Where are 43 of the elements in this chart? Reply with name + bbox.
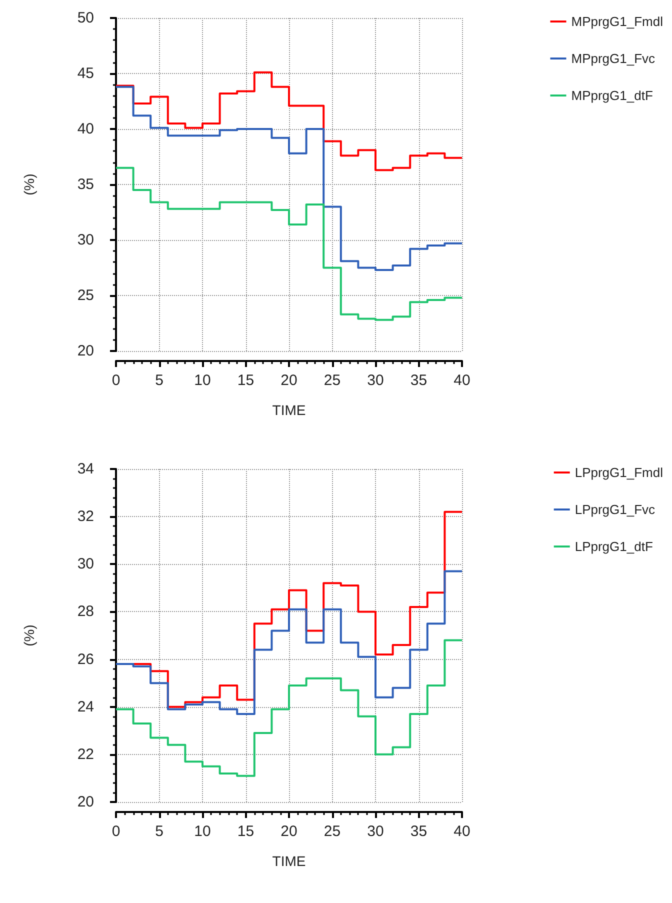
x-tick-label: 35 bbox=[410, 823, 428, 840]
x-tick-label: 10 bbox=[194, 372, 211, 389]
x-tick-label: 40 bbox=[454, 372, 470, 389]
y-tick-label: 35 bbox=[77, 176, 94, 193]
x-tick-label: 0 bbox=[112, 823, 120, 840]
x-tick-label: 0 bbox=[112, 372, 120, 389]
x-tick-label: 30 bbox=[367, 823, 384, 840]
y-tick-label: 28 bbox=[77, 603, 94, 620]
x-tick-label: 5 bbox=[155, 823, 164, 840]
legend-label: LPprgG1_Fmdl bbox=[574, 465, 664, 480]
x-axis-title: TIME bbox=[272, 853, 306, 869]
y-tick-label: 32 bbox=[77, 508, 94, 526]
x-tick-label: 25 bbox=[324, 372, 341, 389]
legend-label: MPprgG1_Fmdl bbox=[571, 14, 664, 29]
x-tick-label: 15 bbox=[237, 823, 254, 840]
y-axis-title: (%) bbox=[21, 624, 37, 646]
x-tick-label: 10 bbox=[194, 823, 211, 840]
x-tick-label: 25 bbox=[324, 823, 341, 840]
x-tick-label: 35 bbox=[410, 372, 428, 389]
y-tick-label: 24 bbox=[77, 698, 94, 716]
x-tick-label: 15 bbox=[237, 372, 254, 389]
legend-label: MPprgG1_dtF bbox=[571, 88, 653, 103]
y-tick-label: 50 bbox=[77, 10, 94, 26]
y-tick-label: 30 bbox=[77, 232, 94, 248]
x-tick-label: 30 bbox=[367, 372, 384, 389]
y-tick-label: 34 bbox=[77, 460, 94, 478]
y-tick-label: 26 bbox=[77, 650, 94, 668]
y-tick-label: 30 bbox=[77, 556, 94, 573]
legend-label: LPprgG1_dtF bbox=[574, 539, 653, 554]
legend-label: LPprgG1_Fvc bbox=[574, 502, 656, 517]
y-tick-label: 20 bbox=[77, 794, 94, 810]
y-tick-label: 20 bbox=[77, 342, 94, 360]
x-axis-title: TIME bbox=[272, 402, 306, 418]
x-tick-label: 20 bbox=[280, 372, 298, 389]
y-axis-title: (%) bbox=[21, 174, 37, 196]
y-tick-label: 45 bbox=[77, 65, 94, 82]
legend-label: MPprgG1_Fvc bbox=[571, 51, 656, 66]
y-tick-label: 25 bbox=[77, 287, 94, 304]
x-tick-label: 40 bbox=[454, 823, 470, 840]
x-tick-label: 20 bbox=[280, 823, 298, 840]
y-tick-label: 40 bbox=[77, 120, 94, 138]
y-tick-label: 22 bbox=[77, 746, 94, 763]
x-tick-label: 5 bbox=[155, 372, 164, 389]
